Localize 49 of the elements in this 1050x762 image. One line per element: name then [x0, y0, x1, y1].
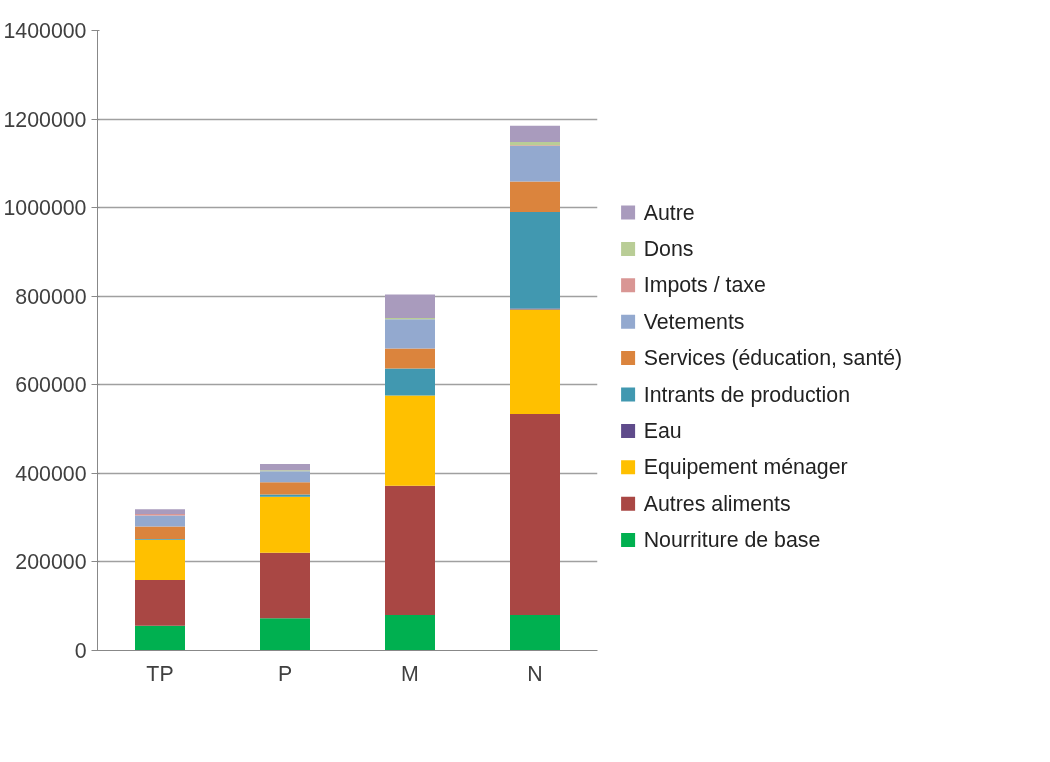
bar: [260, 496, 310, 553]
legend-label: Autre: [643, 200, 695, 225]
bar: [385, 368, 435, 396]
bar: [135, 509, 185, 515]
bar: [510, 414, 560, 616]
bar: [135, 539, 185, 581]
bar: [135, 515, 185, 527]
bar: [510, 125, 560, 143]
bar: [385, 294, 435, 318]
bar: [260, 471, 310, 483]
legend-label: Dons: [643, 236, 694, 261]
legend-label: Nourriture de base: [643, 528, 821, 553]
bar: [510, 309, 560, 415]
bar: [510, 181, 560, 213]
y-tick-label: 600000: [15, 373, 87, 398]
legend-label: Equipement ménager: [643, 455, 848, 480]
bar: [135, 580, 185, 626]
bar: [260, 618, 310, 651]
y-tick-label: 1200000: [3, 107, 87, 132]
x-tick-label: N: [527, 661, 543, 686]
legend-label: Autres aliments: [643, 491, 791, 516]
bar: [510, 146, 560, 182]
legend-label: Services (éducation, santé): [643, 346, 903, 371]
legend-label: Eau: [643, 418, 682, 443]
bar: [510, 615, 560, 651]
bar: [510, 212, 560, 309]
bar: [260, 552, 310, 619]
y-tick-label: 1400000: [3, 19, 87, 43]
bar: [135, 526, 185, 539]
bar: [385, 348, 435, 369]
bar: [260, 482, 310, 495]
legend-label: Impots / taxe: [643, 273, 766, 298]
y-tick-label: 800000: [15, 284, 87, 309]
bar: [385, 615, 435, 651]
x-tick-label: M: [401, 661, 419, 686]
x-tick-label: TP: [146, 661, 174, 686]
x-tick-label: P: [277, 661, 293, 686]
bar: [260, 494, 310, 497]
bar: [385, 319, 435, 349]
y-tick-label: 1000000: [3, 196, 87, 221]
legend-label: Vetements: [643, 309, 745, 334]
bar: [385, 485, 435, 616]
y-tick-label: 400000: [15, 461, 87, 486]
bar: [135, 625, 185, 651]
bar: [260, 464, 310, 471]
legend-label: Intrants de production: [643, 382, 851, 407]
bar: [385, 395, 435, 486]
y-tick-label: 200000: [15, 550, 87, 575]
y-tick-label: 0: [74, 639, 87, 663]
